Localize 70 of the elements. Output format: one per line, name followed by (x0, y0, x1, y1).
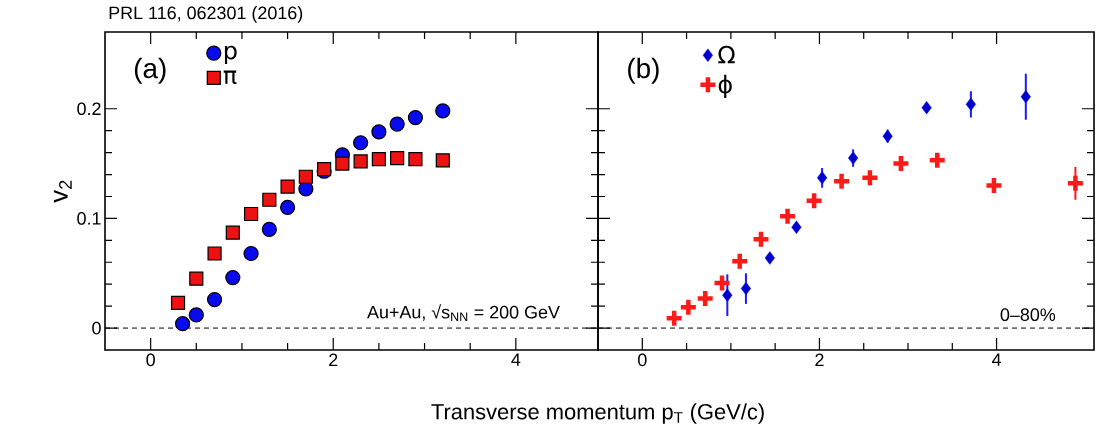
point (243, 206, 259, 222)
point (262, 192, 277, 207)
annotation: (b) (628, 57, 659, 84)
legend-label: π (223, 70, 237, 85)
point (371, 124, 387, 140)
x-axis-title: Transverse momentum p$_{T}$ (GeV/c) (431, 403, 764, 424)
point (407, 109, 424, 126)
point (729, 251, 750, 271)
point (298, 169, 313, 184)
legend-label: p (224, 45, 237, 65)
point (891, 153, 911, 174)
point (243, 245, 259, 262)
x-tick-label: 0 (638, 353, 647, 367)
point (740, 281, 751, 296)
point (389, 116, 405, 132)
x-tick-label: 2 (329, 353, 338, 367)
x-tick-label: 0 (146, 353, 155, 367)
x-tick-label: 2 (815, 353, 824, 367)
point (225, 225, 240, 240)
point (206, 291, 223, 308)
point (280, 179, 295, 194)
point (371, 152, 386, 167)
y-tick-label: 0 (92, 321, 101, 335)
chart-title: PRL 116, 062301 (2016) (109, 6, 303, 23)
annotation: 0–80% (1000, 308, 1056, 322)
point (435, 103, 451, 119)
point (170, 295, 186, 310)
point (764, 251, 775, 265)
point (921, 100, 932, 115)
point (712, 273, 732, 293)
point (207, 246, 222, 261)
point (390, 151, 405, 166)
point (335, 156, 350, 171)
legend-label: ϕ (718, 74, 732, 98)
point (435, 153, 450, 168)
point (175, 316, 191, 332)
point (722, 288, 733, 302)
point (848, 151, 859, 165)
point (695, 288, 715, 309)
annotation: (a) (134, 57, 166, 84)
point (860, 168, 880, 188)
point (777, 206, 798, 226)
point (804, 191, 824, 211)
point (225, 270, 241, 286)
point (1065, 173, 1086, 194)
point (965, 97, 976, 112)
point (664, 308, 684, 328)
y-axis-title: v$_{2}$ (53, 180, 72, 203)
point (817, 171, 828, 185)
point (353, 154, 368, 169)
point (831, 171, 852, 191)
x-tick-label: 4 (511, 353, 521, 366)
point (189, 271, 204, 286)
point (188, 307, 204, 323)
point (984, 175, 1004, 196)
point (408, 152, 423, 167)
point (927, 150, 947, 171)
y-tick-label: 0.2 (77, 102, 101, 116)
point (791, 220, 802, 234)
point (261, 221, 277, 237)
y-tick-label: 0.1 (77, 212, 101, 225)
point (751, 229, 771, 249)
legend-label: Ω (718, 45, 735, 64)
point (280, 199, 296, 216)
annotation: Au+Au, √s$_{NN}$ = 200 GeV (367, 304, 560, 322)
point (353, 135, 369, 151)
point (678, 297, 699, 317)
point (1020, 89, 1031, 104)
x-tick-label: 4 (992, 353, 1002, 366)
point (882, 129, 893, 143)
